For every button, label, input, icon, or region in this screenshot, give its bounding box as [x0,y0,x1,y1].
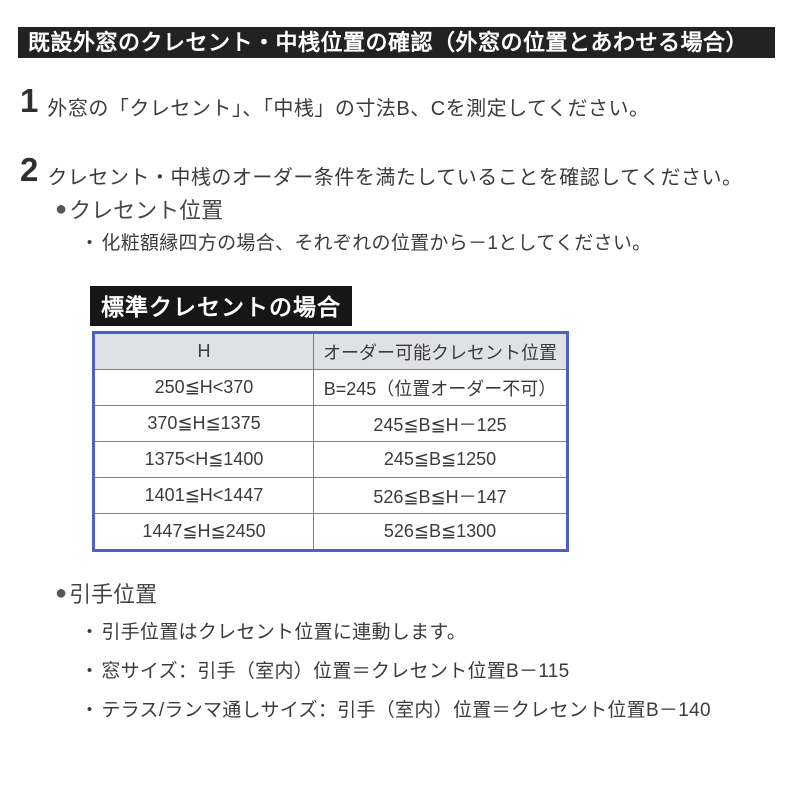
step-2-text: クレセント・中桟のオーダー条件を満たしていることを確認してください。 [47,167,743,189]
table-row: 1447≦H≦2450 526≦B≦1300 [93,513,568,551]
handle-note-terrace-size: ・ テラス/ランマ通しサイズ：引手（室内）位置＝クレセント位置B－140 [80,695,711,722]
cell-order-range: 526≦B≦H－147 [313,477,568,514]
bullet-icon: ● [55,581,68,604]
table-row: 1375<H≦1400 245≦B≦1250 [93,441,568,478]
step-2: 2 クレセント・中桟のオーダー条件を満たしていることを確認してください。 [20,153,743,190]
page-title-text: 既設外窓のクレセント・中桟位置の確認（外窓の位置とあわせる場合） [28,30,749,55]
step-1: 1 外窓の「クレセント」、「中桟」の寸法B、Cを測定してください。 [20,84,649,121]
crescent-position-note: ・ 化粧額縁四方の場合、それぞれの位置から－1としてください。 [80,228,651,255]
cell-h-range: 250≦H<370 [93,369,314,406]
cell-h-range: 370≦H≦1375 [93,405,314,442]
sub-bullet-icon: ・ [80,661,100,682]
sub-bullet-icon: ・ [80,233,100,254]
cell-order-range: 526≦B≦1300 [313,513,568,551]
cell-order-range: B=245（位置オーダー不可） [313,369,568,406]
crescent-position-note-text: 化粧額縁四方の場合、それぞれの位置から－1としてください。 [101,233,652,254]
bullet-icon: ● [55,197,68,220]
page-title: 既設外窓のクレセント・中桟位置の確認（外窓の位置とあわせる場合） [18,27,775,58]
standard-crescent-label: 標準クレセントの場合 [90,286,352,326]
table-row: 1401≦H<1447 526≦B≦H－147 [93,477,568,514]
sub-bullet-icon: ・ [80,700,100,721]
table-header-row: H オーダー可能クレセント位置 [93,332,568,370]
table-row: 370≦H≦1375 245≦B≦H－125 [93,405,568,442]
handle-note-linkage-text: 引手位置はクレセント位置に連動します。 [101,622,467,643]
standard-crescent-label-text: 標準クレセントの場合 [101,294,341,320]
cell-order-range: 245≦B≦1250 [313,441,568,478]
table-row: 250≦H<370 B=245（位置オーダー不可） [93,369,568,406]
step-1-text: 外窓の「クレセント」、「中桟」の寸法B、Cを測定してください。 [47,98,650,120]
cell-h-range: 1375<H≦1400 [93,441,314,478]
crescent-position-table: H オーダー可能クレセント位置 250≦H<370 B=245（位置オーダー不可… [92,331,569,552]
cell-order-range: 245≦B≦H－125 [313,405,568,442]
crescent-position-heading-text: クレセント位置 [69,198,224,223]
cell-h-range: 1401≦H<1447 [93,477,314,514]
handle-position-heading: ● 引手位置 [55,577,157,609]
handle-note-terrace-size-text: テラス/ランマ通しサイズ：引手（室内）位置＝クレセント位置B－140 [101,700,711,721]
table-header-h: H [93,332,314,370]
crescent-position-heading: ● クレセント位置 [55,193,223,225]
step-1-number: 1 [20,82,39,119]
handle-note-window-size: ・ 窓サイズ：引手（室内）位置＝クレセント位置B－115 [80,656,570,683]
cell-h-range: 1447≦H≦2450 [93,513,314,551]
handle-note-window-size-text: 窓サイズ：引手（室内）位置＝クレセント位置B－115 [101,661,570,682]
handle-note-linkage: ・ 引手位置はクレセント位置に連動します。 [80,617,466,644]
handle-position-heading-text: 引手位置 [69,582,158,607]
step-2-number: 2 [20,151,39,188]
table-header-order-position: オーダー可能クレセント位置 [313,332,568,370]
sub-bullet-icon: ・ [80,622,100,643]
